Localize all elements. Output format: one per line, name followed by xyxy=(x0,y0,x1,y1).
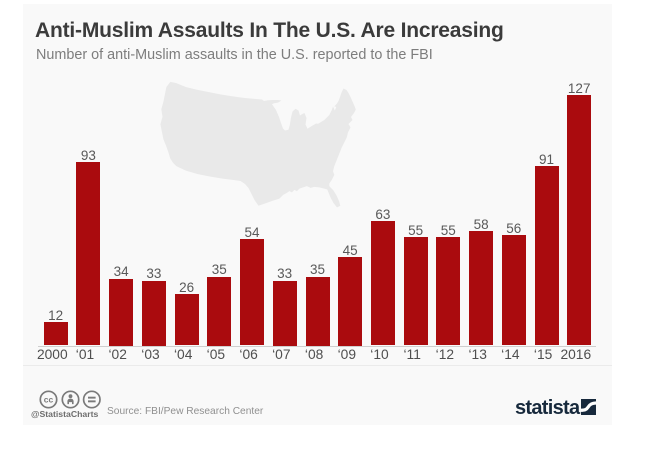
svg-text:cc: cc xyxy=(44,394,54,404)
